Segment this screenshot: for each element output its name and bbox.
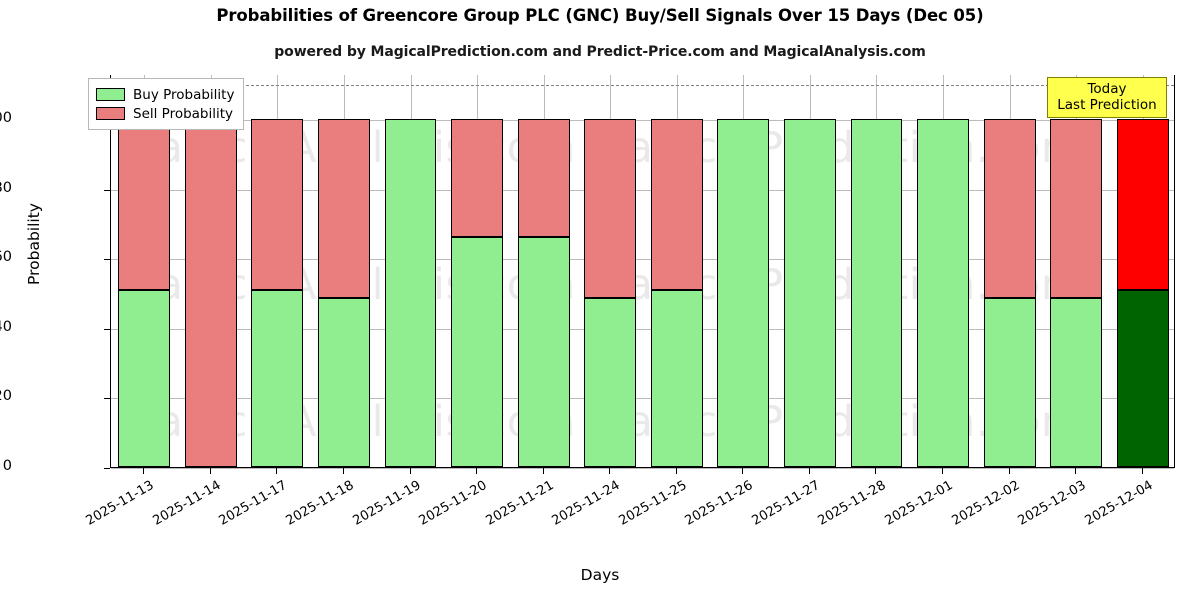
x-tick-mark bbox=[675, 468, 677, 474]
y-tick-label: 40 bbox=[0, 318, 12, 335]
chart-subtitle: powered by MagicalPrediction.com and Pre… bbox=[274, 44, 926, 60]
bar-segment-sell[interactable] bbox=[983, 119, 1036, 299]
bar-segment-sell[interactable] bbox=[584, 119, 637, 299]
bar-segment-sell[interactable] bbox=[118, 119, 171, 290]
bar-segment-buy[interactable] bbox=[318, 298, 370, 467]
gridline-y-0 bbox=[111, 468, 1174, 469]
bar-segment-buy[interactable] bbox=[850, 119, 903, 467]
bar-2025-11-28[interactable] bbox=[850, 74, 903, 467]
bar-2025-12-02[interactable] bbox=[983, 74, 1036, 467]
bar-segment-buy[interactable] bbox=[451, 237, 504, 467]
x-axis-label: Days bbox=[580, 566, 620, 584]
page-title: Probabilities of Greencore Group PLC (GN… bbox=[216, 6, 984, 25]
bar-2025-11-24[interactable] bbox=[584, 74, 637, 467]
bar-segment-buy[interactable] bbox=[983, 298, 1036, 467]
x-tick-mark bbox=[1075, 468, 1077, 474]
bar-segment-buy[interactable] bbox=[650, 289, 703, 467]
y-tick-mark bbox=[104, 328, 110, 330]
x-tick-mark bbox=[1008, 468, 1010, 474]
legend-item-buy[interactable]: Buy Probability bbox=[96, 85, 234, 104]
x-tick-mark bbox=[276, 468, 278, 474]
bar-segment-buy[interactable] bbox=[1050, 298, 1103, 467]
gridline-y-80 bbox=[111, 189, 1174, 191]
bar-segment-sell[interactable] bbox=[1116, 119, 1169, 290]
bar-2025-11-13[interactable] bbox=[118, 74, 171, 467]
x-tick-mark bbox=[942, 468, 944, 474]
bar-segment-buy[interactable] bbox=[917, 119, 969, 467]
x-tick-mark bbox=[143, 468, 145, 474]
today-annotation: Today Last Prediction bbox=[1047, 77, 1167, 118]
bar-segment-sell[interactable] bbox=[1050, 119, 1103, 299]
y-tick-mark bbox=[104, 189, 110, 191]
gridline-y-60 bbox=[111, 259, 1174, 261]
bar-2025-11-27[interactable] bbox=[783, 74, 836, 467]
bar-segment-buy[interactable] bbox=[517, 237, 570, 467]
x-tick-mark bbox=[1141, 468, 1143, 474]
bar-2025-11-17[interactable] bbox=[251, 74, 304, 467]
bar-2025-11-26[interactable] bbox=[717, 74, 770, 467]
bar-2025-11-25[interactable] bbox=[650, 74, 703, 467]
bar-segment-buy[interactable] bbox=[717, 119, 770, 467]
gridline-y-40 bbox=[111, 328, 1174, 330]
y-tick-label: 100 bbox=[0, 110, 12, 127]
y-tick-mark bbox=[104, 259, 110, 261]
legend-swatch-sell bbox=[96, 107, 125, 120]
bar-2025-11-18[interactable] bbox=[318, 74, 370, 467]
legend-item-sell[interactable]: Sell Probability bbox=[96, 104, 234, 123]
y-tick-mark bbox=[104, 398, 110, 400]
x-tick-mark bbox=[609, 468, 611, 474]
x-tick-mark bbox=[209, 468, 211, 474]
gridline-y-100 bbox=[111, 120, 1174, 122]
x-tick-mark bbox=[342, 468, 344, 474]
y-tick-label: 0 bbox=[2, 458, 12, 474]
today-annotation-line2: Last Prediction bbox=[1057, 97, 1157, 113]
bar-segment-buy[interactable] bbox=[384, 119, 437, 467]
legend-swatch-buy bbox=[96, 88, 125, 101]
bar-2025-12-01[interactable] bbox=[917, 74, 969, 467]
y-tick-label: 60 bbox=[0, 249, 12, 266]
x-tick-mark bbox=[542, 468, 544, 474]
bar-segment-buy[interactable] bbox=[584, 298, 637, 467]
y-tick-mark bbox=[104, 468, 110, 469]
bar-2025-11-19[interactable] bbox=[384, 74, 437, 467]
bar-segment-buy[interactable] bbox=[783, 119, 836, 467]
bar-segment-sell[interactable] bbox=[318, 119, 370, 299]
plot-area: MagicalAnalysis.comMagicalPrediction.com… bbox=[110, 74, 1175, 469]
bar-segment-sell[interactable] bbox=[251, 119, 304, 290]
y-tick-label: 20 bbox=[0, 388, 12, 405]
bar-segment-sell[interactable] bbox=[451, 119, 504, 238]
x-tick-mark bbox=[742, 468, 744, 474]
y-axis-label: Probability bbox=[25, 203, 43, 285]
bar-2025-12-04[interactable] bbox=[1116, 74, 1169, 467]
bar-segment-sell[interactable] bbox=[650, 119, 703, 290]
bar-2025-11-20[interactable] bbox=[451, 74, 504, 467]
bar-segment-buy[interactable] bbox=[251, 289, 304, 467]
bar-segment-sell[interactable] bbox=[184, 119, 237, 467]
x-tick-mark bbox=[808, 468, 810, 474]
bar-segment-buy[interactable] bbox=[118, 289, 171, 467]
x-tick-mark bbox=[409, 468, 411, 474]
bar-2025-11-14[interactable] bbox=[184, 74, 237, 467]
legend-label-sell: Sell Probability bbox=[133, 105, 234, 122]
chart-legend: Buy Probability Sell Probability bbox=[88, 78, 245, 130]
today-annotation-line1: Today bbox=[1087, 81, 1127, 97]
reference-line bbox=[111, 85, 1174, 87]
bar-segment-sell[interactable] bbox=[517, 119, 570, 238]
legend-label-buy: Buy Probability bbox=[133, 86, 235, 103]
y-tick-label: 80 bbox=[0, 179, 12, 196]
x-tick-mark bbox=[476, 468, 478, 474]
bar-2025-11-21[interactable] bbox=[517, 74, 570, 467]
bar-2025-12-03[interactable] bbox=[1050, 74, 1103, 467]
x-tick-mark bbox=[875, 468, 877, 474]
gridline-y-20 bbox=[111, 398, 1174, 400]
bar-segment-buy[interactable] bbox=[1116, 289, 1169, 467]
